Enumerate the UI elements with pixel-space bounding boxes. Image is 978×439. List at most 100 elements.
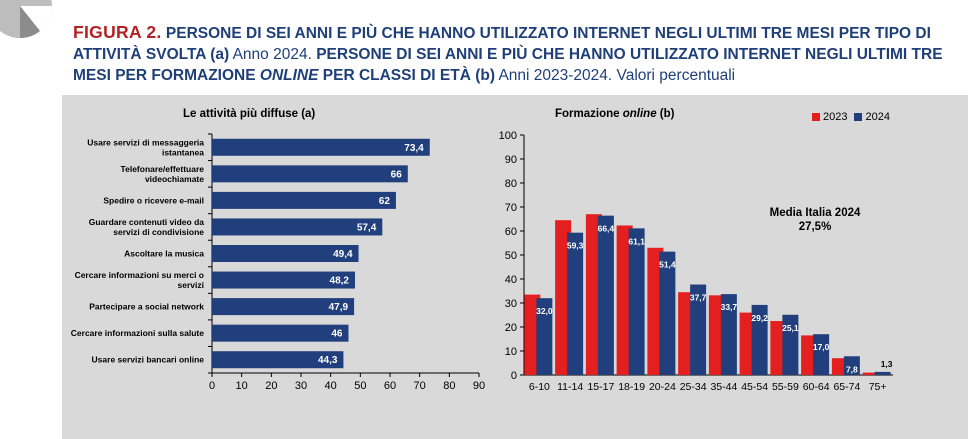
category-label: Usare servizi bancari online [92,355,205,365]
x-tick-label: 10 [236,380,248,392]
x-category-label: 18-19 [618,381,645,393]
x-tick-label: 50 [354,380,366,392]
bar-2024 [536,298,553,375]
x-tick-label: 90 [473,380,485,392]
title-year1: Anno 2024. [232,46,312,63]
bar-value-label: 37,7 [690,293,707,303]
y-tick-label: 20 [505,322,517,334]
x-tick-label: 20 [265,380,277,392]
y-tick-label: 90 [505,154,517,166]
x-tick-label: 30 [295,380,307,392]
bar-value-label: 1,3 [881,359,893,369]
right-title-suffix: (b) [656,108,675,120]
bar-value-label: 46 [331,329,343,340]
y-tick-label: 0 [511,370,517,382]
category-label: Cercare informazioni su merci o [75,270,204,280]
left-chart-title: Le attività più diffuse (a) [183,108,316,120]
legend-label-2023: 2023 [823,111,848,123]
title-years2: Anni 2023-2024. Valori percentuali [498,67,736,84]
x-tick-label: 70 [414,380,426,392]
bar-2024 [782,314,799,375]
category-label: Guardare contenuti video da [89,217,205,227]
title-part2: PERSONE DI SEI ANNI E PIÙ CHE HANNO UTIL… [73,46,943,84]
bar-2023 [862,372,879,375]
bar-value-label: 66 [391,169,403,180]
bar-value-label: 32,0 [536,306,553,316]
bar-value-label: 62 [379,196,391,207]
bar-value-label: 59,3 [567,241,584,251]
bar-2024 [659,251,676,375]
bar-value-label: 47,9 [329,302,349,313]
istat-logo-icon [0,0,53,39]
annotation-line2: 27,5% [799,221,832,233]
category-label: Spedire o ricevere e-mail [103,195,204,205]
bar [212,324,349,342]
y-tick-label: 40 [505,274,517,286]
bar-value-label: 66,4 [598,224,615,234]
y-tick-label: 80 [505,178,517,190]
y-tick-label: 50 [505,250,517,262]
title-part3: PER CLASSI DI ETÀ (b) [322,67,495,84]
bar-value-label: 48,2 [330,276,350,287]
x-category-label: 6-10 [529,381,550,393]
bar-value-label: 29,2 [751,313,768,323]
bar-value-label: 61,1 [628,236,645,246]
bar-2024 [813,334,830,375]
bar-2024 [628,228,645,375]
x-category-label: 55-59 [772,381,799,393]
category-label: servizi [178,280,204,290]
figure-label: FIGURA 2. [73,22,162,42]
bar-value-label: 73,4 [404,143,424,154]
category-label: istantanea [162,147,204,157]
bar-value-label: 25,1 [782,323,799,333]
y-tick-label: 10 [505,346,517,358]
category-label: Ascoltare la musica [124,249,204,259]
bar-value-label: 44,3 [318,355,338,366]
activities-bar-chart: 0 10 20 30 40 50 60 70 80 90 73,4 Usare servizi di … [71,133,485,392]
category-label: Telefonare/effettuare [121,164,205,174]
bar [212,191,396,209]
x-category-label: 15-17 [587,381,614,393]
x-tick-label: 40 [325,380,337,392]
bar-value-label: 33,7 [721,302,738,312]
bar [212,245,359,262]
bar-2024 [720,294,737,375]
bar-value-label: 7,8 [846,364,858,374]
bar-value-label: 51,4 [659,260,676,270]
category-label: Partecipare a social network [89,302,204,312]
category-label: videochiamate [145,174,204,184]
bar-2024 [690,284,707,375]
legend-label-2024: 2024 [865,111,890,123]
x-category-label: 11-14 [557,381,583,393]
bar [212,298,355,316]
bar-value-label: 17,0 [813,342,830,352]
x-tick-label: 80 [443,380,455,392]
bar-2024 [751,304,768,375]
right-title-italic: online [622,108,657,120]
x-tick-label: 0 [209,380,215,392]
y-tick-label: 70 [505,202,517,214]
title-part1: PERSONE DI SEI ANNI E PIÙ CHE HANNO UTIL… [73,25,931,63]
figure-title: FIGURA 2. PERSONE DI SEI ANNI E PIÙ CHE … [73,22,963,86]
legend-swatch-2024 [854,113,863,121]
online-training-bar-chart: 0 10 20 30 40 50 60 70 80 90 100 32,0 6-10 59,3 11-14 6… [499,130,893,393]
bar [212,138,430,156]
bar [212,218,383,236]
chart-legend: 2023 2024 [812,111,890,123]
right-chart-title: Formazione online (b) [555,108,675,120]
bar-value-label: 57,4 [357,222,377,233]
legend-swatch-2023 [812,113,820,121]
bar [212,271,355,289]
bar-2024 [567,232,584,375]
x-category-label: 65-74 [833,381,860,393]
bar-value-label: 49,4 [333,249,353,260]
x-category-label: 35-44 [710,381,737,393]
annotation-line1: Media Italia 2024 [770,207,861,219]
bar [212,351,344,369]
x-category-label: 75+ [869,381,887,393]
bar [212,165,408,183]
bar-2024 [843,356,860,375]
x-tick-label: 60 [384,380,396,392]
category-label: Cercare informazioni sulla salute [71,328,204,338]
